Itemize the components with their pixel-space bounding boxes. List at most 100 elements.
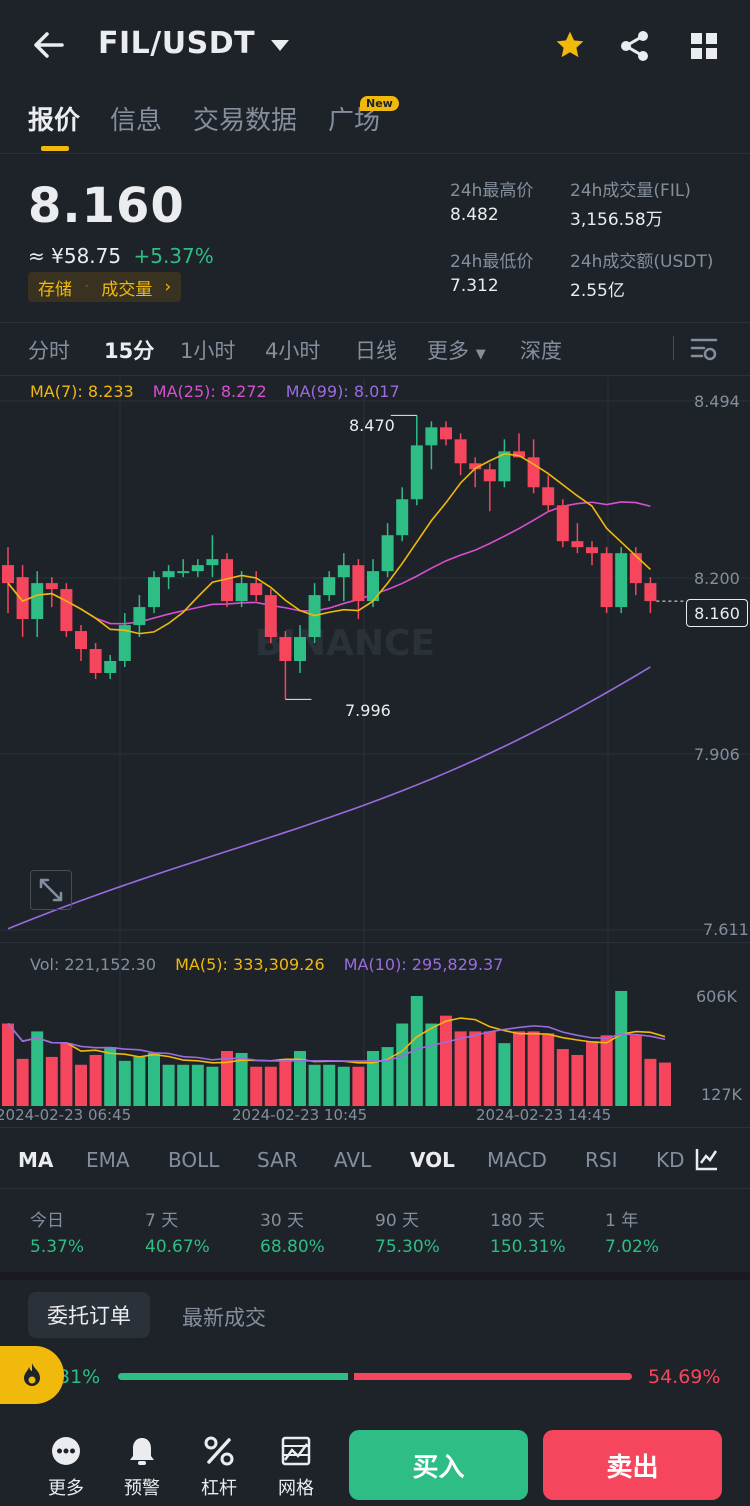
buy-button[interactable]: 买入 (349, 1430, 528, 1500)
interval-15m[interactable]: 15分 (104, 339, 155, 363)
candle-body (60, 589, 73, 632)
candle-body (118, 625, 131, 662)
chart-settings-icon[interactable] (690, 336, 718, 366)
volume-bar (104, 1047, 117, 1106)
candle-body (381, 535, 394, 572)
candle-body (31, 583, 44, 620)
favorite-star-icon[interactable] (554, 29, 586, 65)
candle-body (469, 463, 482, 470)
tab-latest-trades[interactable]: 最新成交 (182, 1306, 266, 1330)
volume-bar (469, 1031, 482, 1106)
indicator-settings-icon[interactable] (690, 1146, 720, 1176)
candle-body (89, 649, 102, 673)
volume-bar (221, 1051, 233, 1106)
tab-info[interactable]: 信息 (110, 106, 163, 136)
indicator-vol[interactable]: VOL (410, 1148, 455, 1172)
volume-bar (2, 1023, 14, 1106)
candle-body (513, 451, 525, 458)
tab-square[interactable]: 广场 (328, 106, 381, 136)
back-arrow-icon[interactable] (32, 30, 64, 64)
price-cny: ≈ ¥58.75 (28, 244, 122, 268)
volume-legend: Vol: 221,152.30 MA(5): 333,309.26 MA(10)… (30, 955, 503, 974)
flame-floating-button[interactable] (0, 1346, 64, 1404)
percent-icon (204, 1436, 234, 1466)
indicator-ema[interactable]: EMA (86, 1148, 130, 1172)
expand-chart-icon[interactable] (30, 870, 72, 910)
volume-bar (440, 1015, 452, 1106)
divider (0, 322, 750, 323)
candle-body (191, 565, 204, 572)
interval-1h[interactable]: 1小时 (180, 339, 236, 363)
active-tab-indicator (41, 146, 69, 151)
candles-group (2, 415, 657, 700)
candle-body (221, 559, 233, 602)
layout-grid-icon[interactable] (690, 32, 718, 64)
volume-bar (629, 1035, 642, 1106)
indicator-kd[interactable]: KD (656, 1148, 685, 1172)
tag-separator: · (84, 277, 90, 297)
tag-storage[interactable]: 存储 (38, 279, 72, 300)
last-price: 8.160 (28, 178, 185, 234)
candle-body (2, 565, 14, 584)
volume-value: Vol: 221,152.30 (30, 955, 157, 974)
grid-button[interactable]: 网格 (264, 1436, 328, 1500)
candle-body (177, 571, 190, 574)
perf-value: 7.02% (605, 1237, 660, 1257)
interval-depth[interactable]: 深度 (520, 339, 562, 363)
volume-bar (644, 1058, 657, 1106)
interval-time-share[interactable]: 分时 (28, 339, 70, 363)
volume-bar (162, 1064, 175, 1106)
pair-dropdown-icon[interactable] (270, 38, 290, 57)
volume-bar (279, 1058, 292, 1106)
divider (673, 336, 674, 360)
alert-label: 预警 (124, 1478, 160, 1499)
ma-legend: MA(7): 8.233 MA(25): 8.272 MA(99): 8.017 (30, 382, 400, 401)
candlestick-chart[interactable]: BINANCE (0, 376, 750, 1136)
leverage-button[interactable]: 杠杆 (187, 1436, 251, 1500)
volume-bar (542, 1033, 555, 1106)
indicator-macd[interactable]: MACD (487, 1148, 547, 1172)
chart-grid (0, 378, 750, 1106)
candle-body (264, 595, 277, 638)
divider (0, 1127, 750, 1128)
interval-4h[interactable]: 4小时 (265, 339, 321, 363)
interval-more[interactable]: 更多 ▼ (427, 335, 486, 365)
volume-bar (89, 1054, 102, 1106)
candle-body (644, 583, 657, 602)
candle-body (425, 427, 438, 446)
trading-pair-title[interactable]: FIL/USDT (98, 26, 256, 61)
sell-button[interactable]: 卖出 (543, 1430, 722, 1500)
volume-bar (177, 1064, 190, 1106)
caret-down-icon: ▼ (475, 347, 486, 362)
volume-bar (308, 1064, 321, 1106)
indicator-ma[interactable]: MA (18, 1148, 54, 1172)
candle-body (483, 469, 496, 482)
volume-fil-value: 3,156.58万 (570, 210, 663, 230)
price-axis-label: 7.906 (694, 745, 740, 764)
interval-more-label: 更多 (427, 339, 469, 363)
candle-body (410, 445, 423, 500)
interval-1d[interactable]: 日线 (355, 339, 397, 363)
indicator-sar[interactable]: SAR (257, 1148, 298, 1172)
candle-body (629, 553, 642, 584)
indicator-avl[interactable]: AVL (334, 1148, 372, 1172)
candle-body (454, 439, 467, 464)
share-icon[interactable] (620, 30, 650, 66)
alert-button[interactable]: 预警 (110, 1436, 174, 1500)
tag-chips[interactable]: 存储 · 成交量 › (28, 272, 182, 302)
candle-body (206, 559, 219, 566)
more-dots-icon (52, 1437, 80, 1465)
ma99-legend: MA(99): 8.017 (285, 382, 400, 401)
tab-quotes[interactable]: 报价 (28, 106, 81, 136)
volume-bar (527, 1031, 540, 1106)
tab-trading-data[interactable]: 交易数据 (193, 106, 298, 136)
sell-percent: 54.69% (648, 1366, 721, 1388)
indicator-boll[interactable]: BOLL (168, 1148, 220, 1172)
more-button[interactable]: 更多 (34, 1436, 98, 1500)
perf-value: 5.37% (30, 1237, 85, 1257)
price-cny-row: ≈ ¥58.75 +5.37% (28, 244, 214, 268)
tag-volume[interactable]: 成交量 (101, 279, 153, 300)
tab-order-book[interactable]: 委托订单 (28, 1292, 150, 1338)
indicator-rsi[interactable]: RSI (585, 1148, 618, 1172)
candle-body (396, 499, 409, 536)
